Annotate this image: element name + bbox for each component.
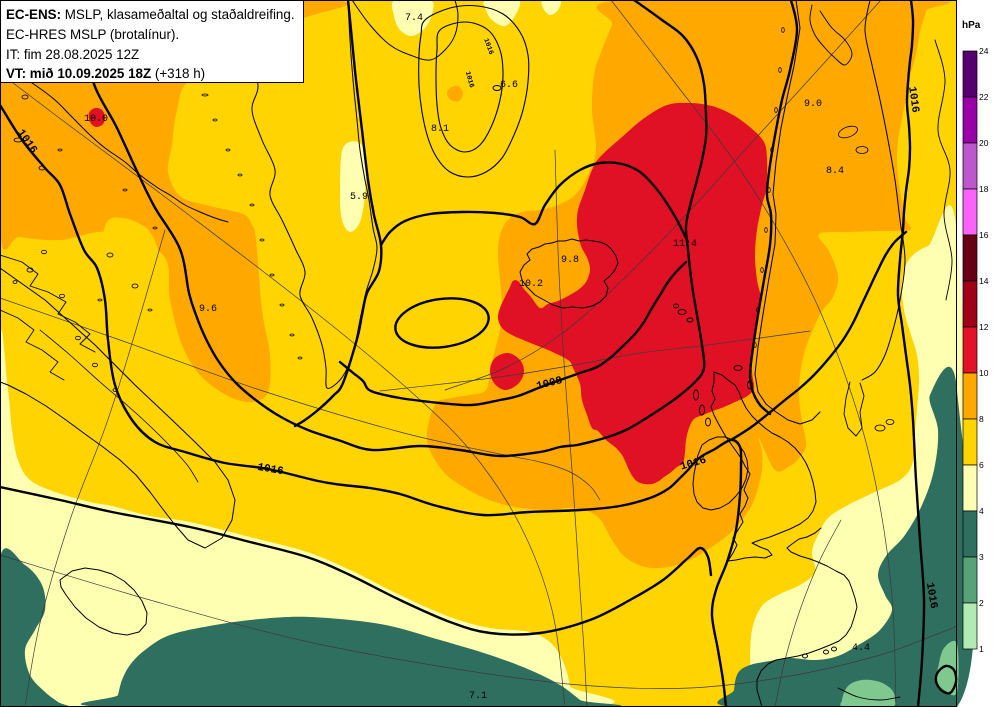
svg-text:IT: fim 28.08.2025 12Z: IT: fim 28.08.2025 12Z: [6, 47, 139, 62]
svg-text:18: 18: [979, 184, 989, 194]
svg-text:6.6: 6.6: [500, 80, 518, 91]
svg-text:11.4: 11.4: [673, 239, 697, 250]
svg-text:9.6: 9.6: [199, 304, 217, 315]
svg-text:4: 4: [979, 506, 984, 516]
svg-text:12: 12: [979, 322, 989, 332]
svg-text:EC-HRES MSLP (brotalínur).: EC-HRES MSLP (brotalínur).: [6, 27, 179, 42]
svg-text:10.0: 10.0: [84, 114, 108, 125]
svg-text:8.1: 8.1: [431, 124, 449, 135]
svg-text:6: 6: [979, 460, 984, 470]
svg-text:hPa: hPa: [962, 20, 981, 31]
svg-text:10.2: 10.2: [519, 279, 543, 290]
svg-text:2: 2: [979, 598, 984, 608]
svg-text:EC-ENS: MSLP, klasameðaltal og: EC-ENS: MSLP, klasameðaltal og staðaldre…: [6, 7, 295, 22]
svg-text:8: 8: [979, 414, 984, 424]
svg-text:10: 10: [979, 368, 989, 378]
svg-text:20: 20: [979, 138, 989, 148]
svg-text:14: 14: [979, 276, 989, 286]
svg-text:1016: 1016: [905, 86, 921, 114]
svg-text:4.4: 4.4: [852, 643, 870, 654]
svg-text:9.0: 9.0: [804, 99, 822, 110]
svg-text:24: 24: [979, 46, 989, 56]
svg-text:9.8: 9.8: [561, 255, 579, 266]
svg-text:22: 22: [979, 92, 989, 102]
svg-text:3: 3: [979, 552, 984, 562]
svg-text:VT: mið 10.09.2025 18Z (+318 h: VT: mið 10.09.2025 18Z (+318 h): [6, 66, 205, 81]
svg-text:16: 16: [979, 230, 989, 240]
svg-text:5.9: 5.9: [350, 192, 368, 203]
svg-text:7.1: 7.1: [469, 691, 487, 702]
svg-text:1016: 1016: [256, 462, 284, 478]
svg-text:7.4: 7.4: [405, 13, 423, 24]
svg-text:1016: 1016: [923, 582, 939, 610]
svg-text:8.4: 8.4: [826, 166, 844, 177]
svg-text:1: 1: [979, 644, 984, 654]
